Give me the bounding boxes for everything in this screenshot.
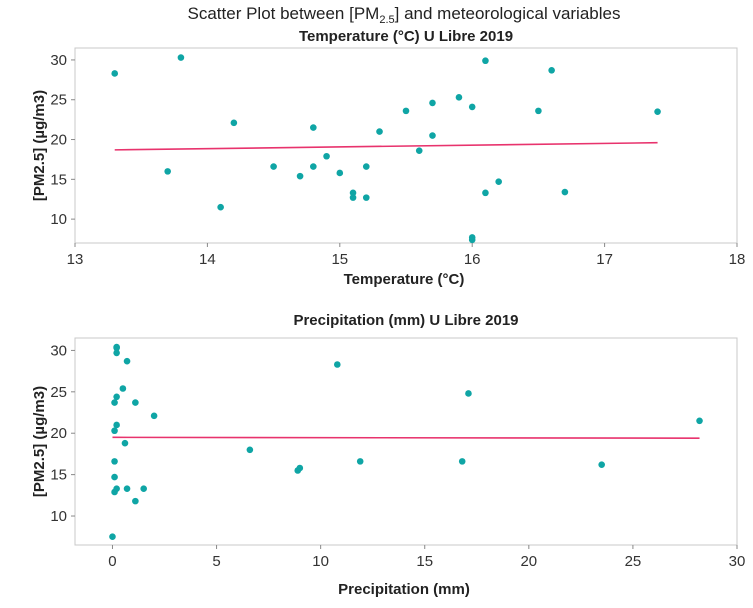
y-tick-label: 20 (50, 132, 67, 149)
data-point (495, 178, 502, 186)
data-point (402, 107, 410, 115)
figure-title-prefix: Scatter Plot between [PM (188, 4, 380, 23)
x-tick-label: 30 (729, 553, 746, 570)
data-point (548, 66, 555, 74)
data-point (654, 108, 661, 115)
trend-line (114, 141, 658, 151)
data-point (119, 385, 127, 392)
figure-title: Scatter Plot between [PM2.5] and meteoro… (188, 4, 621, 26)
y-tick-label: 25 (50, 384, 67, 401)
data-point (465, 390, 472, 397)
x-tick-label: 13 (67, 251, 84, 268)
data-point (109, 533, 116, 541)
y-tick-label: 15 (50, 467, 67, 484)
x-tick-label: 20 (520, 553, 537, 570)
figure-title-suffix: ] and meteorological variables (395, 4, 621, 23)
x-axis-label: Precipitation (mm) (338, 581, 470, 598)
data-point (111, 70, 119, 77)
data-point (376, 128, 383, 135)
x-tick-label: 18 (729, 251, 746, 268)
data-point (113, 421, 120, 429)
x-tick-label: 25 (625, 553, 642, 570)
data-point (270, 163, 277, 170)
x-tick-label: 17 (596, 251, 613, 268)
data-point (349, 194, 357, 201)
data-point (362, 163, 370, 170)
data-point (429, 132, 436, 139)
plot-frame (74, 47, 738, 244)
data-point (362, 194, 370, 201)
data-point (323, 152, 330, 160)
data-point (113, 485, 120, 492)
data-point (482, 189, 489, 197)
x-tick-label: 0 (108, 553, 116, 570)
y-tick-label: 20 (50, 425, 67, 442)
y-tick-label: 15 (50, 171, 67, 188)
data-point (164, 168, 171, 175)
data-point (468, 234, 476, 241)
data-point (123, 485, 131, 492)
y-tick-label: 30 (50, 342, 67, 359)
temperature-scatter-panel: Temperature (°C) U Libre 2019 13 14 15 16 17 1… (31, 28, 745, 288)
data-point (482, 57, 489, 65)
x-tick-label: 14 (199, 251, 216, 268)
data-point (696, 417, 703, 425)
trend-line (112, 436, 700, 439)
data-point (113, 393, 120, 401)
chart-title: Precipitation (mm) U Libre 2019 (293, 312, 518, 329)
y-tick-label: 10 (50, 508, 67, 525)
data-point (121, 439, 129, 447)
y-tick-label: 30 (50, 52, 67, 69)
data-point (349, 189, 357, 197)
data-point (468, 103, 476, 111)
y-axis-label: [PM2.5] (µg/m3) (31, 386, 48, 497)
data-point (246, 446, 254, 454)
plot-frame (74, 337, 738, 546)
data-point (111, 427, 118, 435)
data-point (296, 172, 304, 180)
data-point (598, 461, 605, 468)
data-point (356, 458, 364, 465)
data-point (230, 119, 238, 127)
data-point (336, 169, 344, 177)
data-point (140, 485, 147, 492)
data-point (123, 357, 131, 365)
data-point (310, 124, 317, 131)
precipitation-scatter-panel: Precipitation (mm) U Libre 2019 0 5 10 15 20 2… (31, 312, 745, 598)
data-point (334, 361, 341, 368)
data-point (458, 458, 466, 465)
data-point (111, 458, 118, 465)
x-tick-label: 15 (331, 251, 348, 268)
data-point (429, 99, 436, 107)
figure-title-subscript: 2.5 (379, 14, 394, 26)
data-point (455, 94, 463, 101)
x-tick-label: 16 (464, 251, 481, 268)
data-point (177, 54, 185, 61)
data-point (310, 163, 317, 170)
data-point (150, 412, 158, 420)
data-point (296, 464, 304, 472)
y-tick-label: 10 (50, 211, 67, 228)
data-point (132, 497, 139, 505)
data-point (113, 344, 120, 352)
data-point (415, 147, 423, 154)
chart-title: Temperature (°C) U Libre 2019 (299, 28, 513, 45)
data-point (535, 107, 542, 115)
x-tick-label: 5 (212, 553, 220, 570)
y-axis-label: [PM2.5] (µg/m3) (31, 90, 48, 201)
x-tick-label: 15 (416, 553, 433, 570)
y-tick-label: 25 (50, 92, 67, 109)
x-axis-label: Temperature (°C) (344, 271, 465, 288)
data-point (111, 399, 118, 406)
data-point (217, 203, 224, 211)
data-point (132, 399, 139, 406)
x-tick-label: 10 (312, 553, 329, 570)
data-point (113, 349, 120, 357)
data-point (561, 188, 569, 196)
data-point (111, 473, 118, 481)
